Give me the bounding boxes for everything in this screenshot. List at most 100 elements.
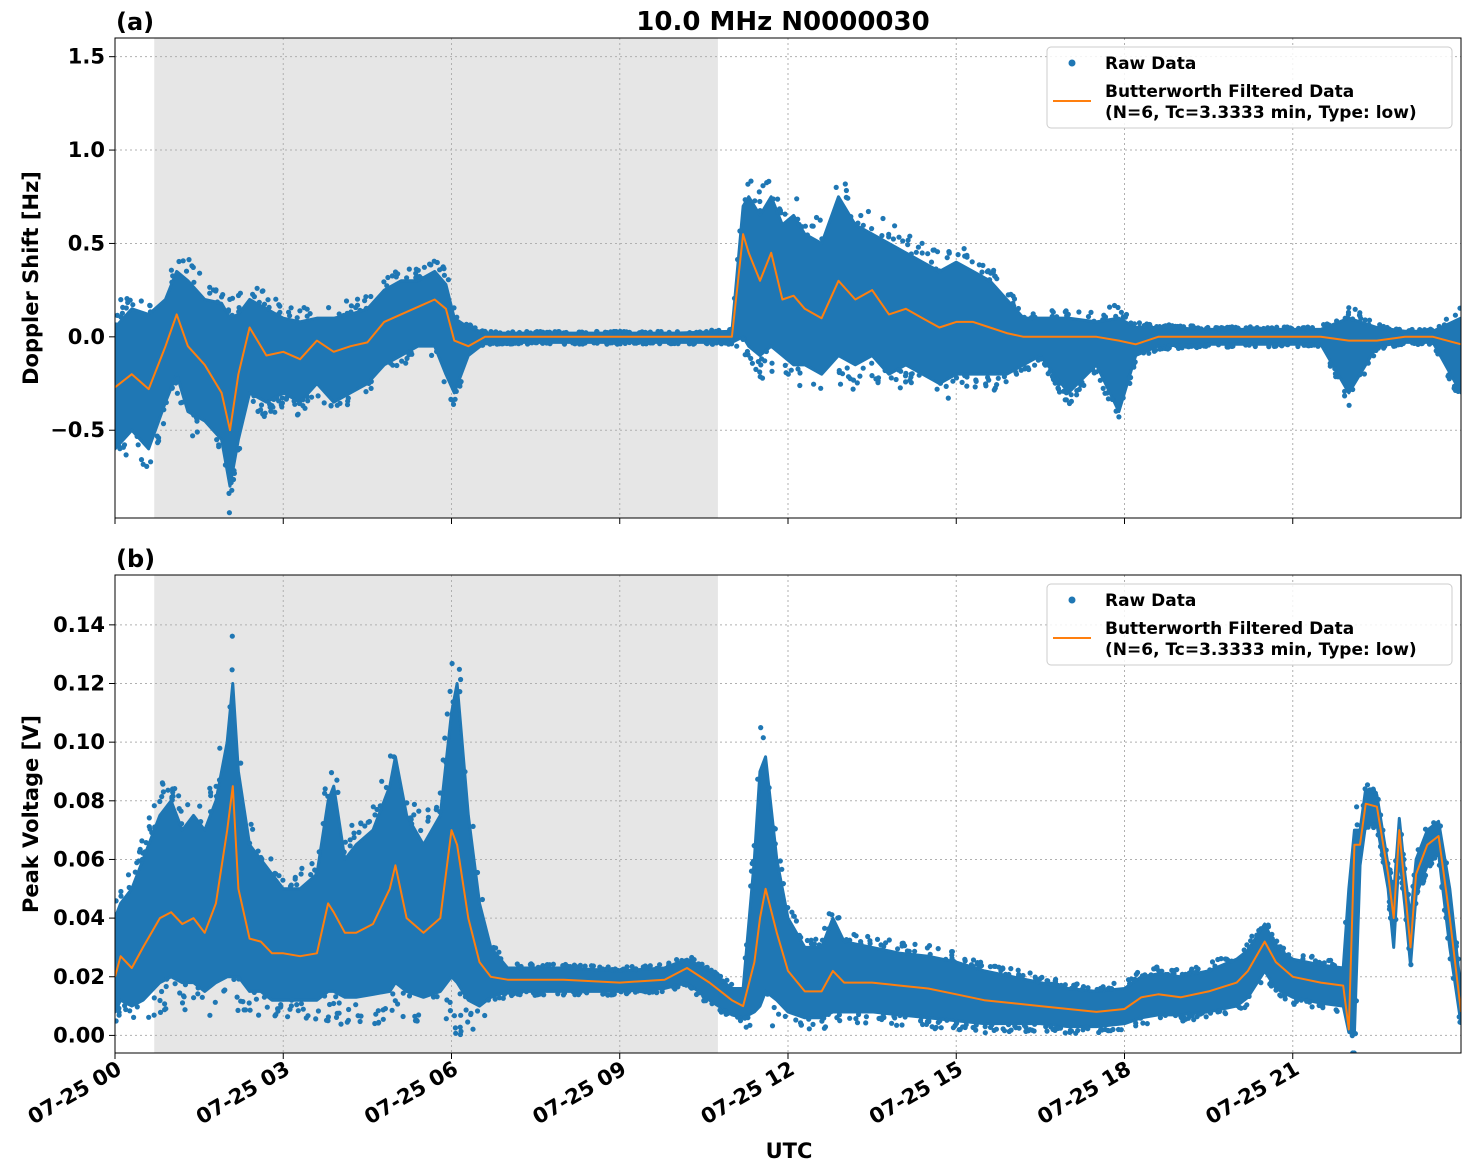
- legend: Raw Data Butterworth Filtered Data(N=6, T…: [1046, 46, 1453, 129]
- raw-data-point: [902, 943, 908, 949]
- raw-data-point: [588, 963, 595, 969]
- raw-data-point: [766, 785, 772, 791]
- raw-data-point: [327, 1001, 333, 1008]
- raw-data-point: [1000, 965, 1006, 971]
- raw-data-point: [1001, 374, 1008, 380]
- raw-data-point: [199, 994, 205, 1000]
- raw-data-point: [979, 269, 985, 275]
- y-tick-label: 0.06: [53, 847, 105, 871]
- raw-data-point: [458, 676, 464, 683]
- raw-data-point: [854, 380, 860, 386]
- raw-data-point: [416, 1012, 422, 1018]
- raw-data-point: [950, 378, 956, 384]
- raw-data-point: [687, 984, 694, 990]
- raw-data-point: [1011, 296, 1018, 302]
- legend-raw-marker: [1068, 59, 1076, 67]
- raw-data-point: [346, 1006, 352, 1013]
- raw-data-point: [833, 184, 839, 190]
- raw-data-point: [1094, 986, 1100, 993]
- raw-data-point: [237, 290, 243, 296]
- raw-data-point: [547, 330, 554, 336]
- raw-data-point: [969, 259, 975, 265]
- raw-data-point: [256, 299, 262, 305]
- raw-data-point: [906, 948, 912, 954]
- raw-data-point: [712, 340, 718, 346]
- raw-data-point: [1229, 324, 1235, 330]
- raw-data-point: [115, 312, 120, 318]
- raw-data-point: [1152, 347, 1159, 353]
- raw-data-point: [1005, 1022, 1012, 1028]
- raw-data-point: [1076, 309, 1082, 315]
- raw-data-point: [468, 1010, 474, 1016]
- raw-data-point: [945, 395, 951, 401]
- raw-data-point: [819, 937, 826, 943]
- raw-data-point: [834, 1015, 840, 1021]
- raw-data-point: [1353, 998, 1359, 1004]
- raw-data-point: [437, 790, 443, 796]
- raw-data-point: [1309, 953, 1315, 959]
- raw-data-point: [572, 341, 578, 347]
- raw-data-point: [383, 784, 389, 791]
- raw-data-point: [429, 352, 435, 358]
- raw-data-point: [320, 821, 326, 827]
- raw-data-point: [264, 1004, 270, 1010]
- raw-data-point: [882, 367, 888, 374]
- raw-data-point: [116, 1005, 122, 1012]
- raw-data-point: [1198, 326, 1204, 332]
- raw-data-point: [162, 1001, 168, 1007]
- raw-data-point: [146, 815, 152, 821]
- raw-data-point: [1093, 369, 1099, 375]
- raw-data-point: [857, 373, 863, 379]
- raw-data-point: [753, 366, 759, 372]
- raw-data-point: [804, 232, 811, 238]
- raw-data-point: [905, 237, 911, 243]
- raw-data-point: [1178, 1015, 1184, 1021]
- raw-data-point: [1049, 308, 1055, 314]
- raw-data-point: [1186, 344, 1192, 350]
- raw-data-point: [1343, 919, 1349, 926]
- raw-data-point: [1179, 325, 1185, 331]
- raw-data-point: [213, 793, 220, 799]
- raw-data-point: [1241, 947, 1247, 953]
- raw-data-point: [433, 807, 439, 813]
- raw-data-point: [395, 1001, 401, 1007]
- raw-data-point: [250, 398, 256, 404]
- raw-data-point: [375, 1008, 381, 1014]
- raw-data-point: [437, 267, 443, 273]
- raw-data-point: [1280, 342, 1286, 348]
- raw-data-point: [890, 236, 897, 242]
- raw-data-point: [853, 933, 859, 939]
- panel-b: 0.00 0.02 0.04 0.06 0.08 0.10 0.12 0.14 07-25 00…: [19, 545, 1462, 1129]
- raw-data-point: [916, 372, 922, 378]
- raw-data-point: [292, 876, 298, 882]
- raw-data-point: [848, 214, 854, 220]
- raw-data-point: [247, 840, 253, 846]
- raw-data-point: [703, 965, 709, 971]
- raw-data-point: [920, 1021, 926, 1028]
- raw-data-point: [526, 340, 532, 346]
- raw-data-point: [779, 866, 785, 872]
- raw-data-point: [874, 936, 881, 943]
- raw-data-point: [772, 826, 778, 832]
- raw-data-point: [605, 964, 611, 970]
- raw-data-point: [344, 1019, 350, 1025]
- raw-data-point: [1081, 382, 1087, 388]
- raw-data-point: [1389, 879, 1395, 886]
- raw-data-point: [1249, 933, 1255, 939]
- raw-data-point: [620, 966, 626, 972]
- raw-data-point: [755, 776, 761, 782]
- raw-data-point: [817, 217, 823, 223]
- raw-data-point: [1371, 353, 1377, 359]
- raw-data-point: [845, 195, 851, 201]
- raw-data-point: [863, 1014, 870, 1020]
- raw-data-point: [1436, 323, 1442, 330]
- raw-data-point: [649, 340, 655, 346]
- raw-data-point: [899, 1022, 905, 1028]
- raw-data-point: [809, 223, 815, 229]
- raw-data-point: [1063, 390, 1069, 396]
- raw-data-point: [1308, 342, 1314, 348]
- raw-data-point: [380, 1007, 386, 1013]
- raw-data-point: [220, 292, 226, 298]
- raw-data-point: [962, 956, 968, 963]
- raw-data-point: [1420, 880, 1426, 886]
